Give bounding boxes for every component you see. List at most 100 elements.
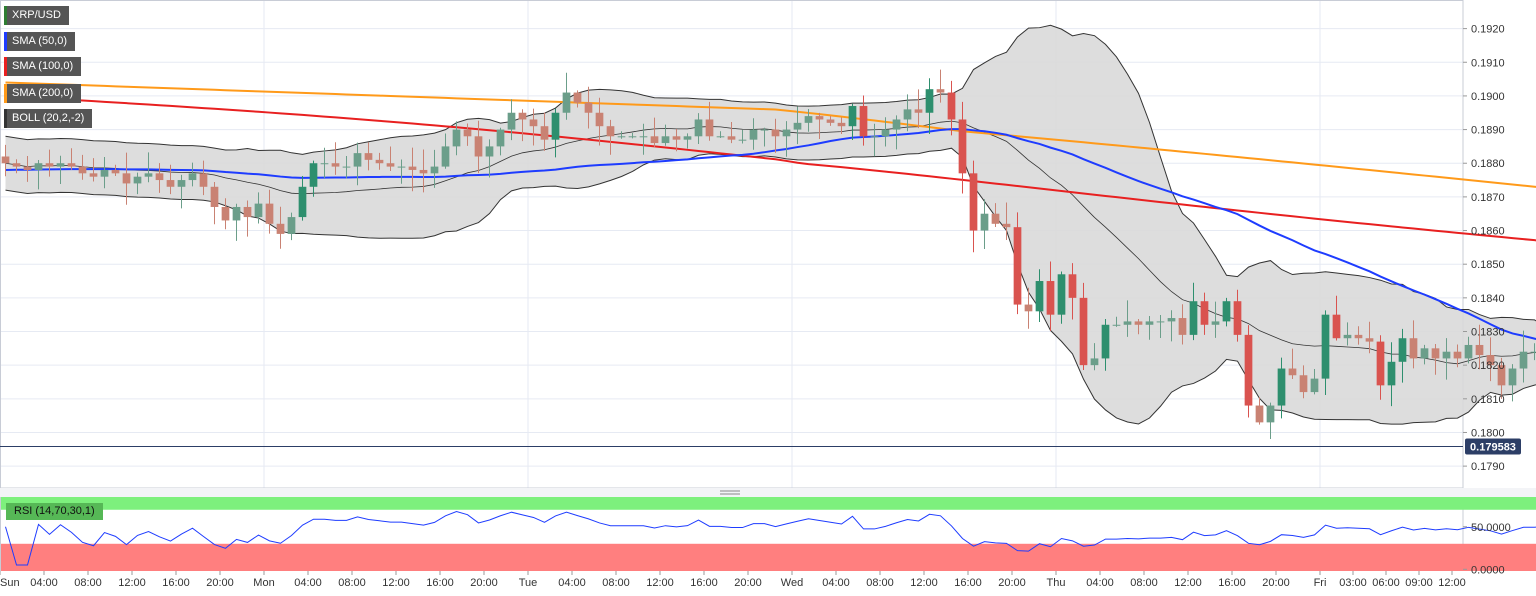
candle-body — [958, 119, 967, 174]
candle — [617, 131, 626, 139]
candle — [1409, 320, 1418, 369]
candle-body — [1233, 301, 1242, 335]
sma200-line — [5, 81, 1536, 188]
candle-body — [309, 163, 318, 187]
candle-body — [12, 163, 21, 167]
candle — [408, 147, 417, 192]
candle — [67, 148, 76, 170]
y-tick-label: 0.1870 — [1471, 192, 1505, 204]
y-tick-label: 0.1920 — [1471, 24, 1505, 36]
candle-body — [793, 122, 802, 130]
candle — [1, 144, 10, 177]
candle-body — [1277, 368, 1286, 406]
candle-body — [1156, 321, 1165, 323]
candle — [177, 174, 186, 209]
legend-sma100[interactable]: SMA (100,0) — [4, 57, 82, 76]
candle — [925, 78, 934, 134]
candle-body — [705, 119, 714, 137]
legend-sma200[interactable]: SMA (200,0) — [4, 84, 82, 103]
x-tick-label: 16:00 — [690, 577, 718, 589]
x-tick-label: Sun — [0, 577, 20, 589]
candle-body — [1035, 281, 1044, 312]
legend-bollinger[interactable]: BOLL (20,2,-2) — [4, 109, 93, 128]
candle-body — [23, 166, 32, 170]
candle — [529, 108, 538, 146]
candle — [1068, 263, 1077, 320]
candle — [1310, 369, 1319, 395]
x-tick-label: 20:00 — [206, 577, 234, 589]
legend-sma50[interactable]: SMA (50,0) — [4, 32, 76, 51]
x-tick-label: 16:00 — [426, 577, 454, 589]
candle-body — [518, 112, 527, 120]
candle — [430, 149, 439, 188]
candle — [265, 189, 274, 234]
candle — [892, 115, 901, 150]
candle-body — [1420, 348, 1429, 359]
x-tick-label: 04:00 — [30, 577, 58, 589]
x-tick-label: 16:00 — [162, 577, 190, 589]
candle — [45, 149, 54, 177]
candle-body — [694, 119, 703, 137]
candle — [386, 146, 395, 171]
candle — [1211, 301, 1220, 338]
candle-body — [1497, 365, 1506, 386]
candle — [815, 112, 824, 139]
candle-body — [1332, 314, 1341, 339]
candle — [1079, 282, 1088, 370]
candle — [1288, 348, 1297, 380]
candle — [738, 129, 747, 144]
candle — [1035, 269, 1044, 322]
candle — [463, 123, 472, 146]
candle-body — [419, 169, 428, 174]
candle-body — [782, 129, 791, 137]
candle — [1112, 316, 1121, 327]
candle-body — [507, 112, 516, 130]
candle-body — [452, 129, 461, 147]
candle-body — [991, 213, 1000, 224]
x-tick-label: 08:00 — [338, 577, 366, 589]
candle — [419, 149, 428, 193]
x-tick-label: Thu — [1047, 577, 1066, 589]
candle-body — [683, 136, 692, 140]
divider-bar[interactable] — [0, 488, 1536, 497]
candle — [650, 117, 659, 148]
candle-body — [1255, 405, 1264, 423]
candle — [243, 200, 252, 237]
candle — [727, 122, 736, 144]
y-tick-label: 0.1850 — [1471, 259, 1505, 271]
candle — [1530, 343, 1536, 361]
candle-body — [947, 92, 956, 120]
candle-body — [727, 136, 736, 140]
x-tick-label: 09:00 — [1405, 577, 1433, 589]
y-tick-label: 0.1790 — [1471, 461, 1505, 473]
candle — [1134, 319, 1143, 335]
legend-bollinger-label: BOLL (20,2,-2) — [12, 112, 85, 124]
candle-body — [1068, 274, 1077, 298]
candle — [474, 120, 483, 174]
pane-divider[interactable] — [0, 488, 1536, 497]
x-tick-label: 12:00 — [382, 577, 410, 589]
candle — [254, 192, 263, 224]
y-tick-label: 0.1800 — [1471, 427, 1505, 439]
candle-body — [353, 153, 362, 167]
candle — [320, 147, 329, 178]
candle — [78, 154, 87, 180]
candle-body — [1486, 355, 1495, 366]
candle — [551, 108, 560, 158]
candle — [155, 163, 164, 193]
candle-body — [265, 203, 274, 224]
candle — [496, 127, 505, 156]
x-tick-label: 04:00 — [1086, 577, 1114, 589]
candle-body — [111, 169, 120, 174]
x-tick-label: 12:00 — [646, 577, 674, 589]
y-tick-label: 0.1840 — [1471, 293, 1505, 305]
legend-rsi[interactable]: RSI (14,70,30,1) — [6, 503, 103, 520]
bollinger-bands — [5, 24, 1536, 425]
candle — [1398, 328, 1407, 383]
candle-body — [1189, 301, 1198, 335]
candle — [298, 176, 307, 221]
candle — [606, 119, 615, 155]
legend-symbol[interactable]: XRP/USD — [4, 6, 69, 25]
candle — [485, 139, 494, 178]
